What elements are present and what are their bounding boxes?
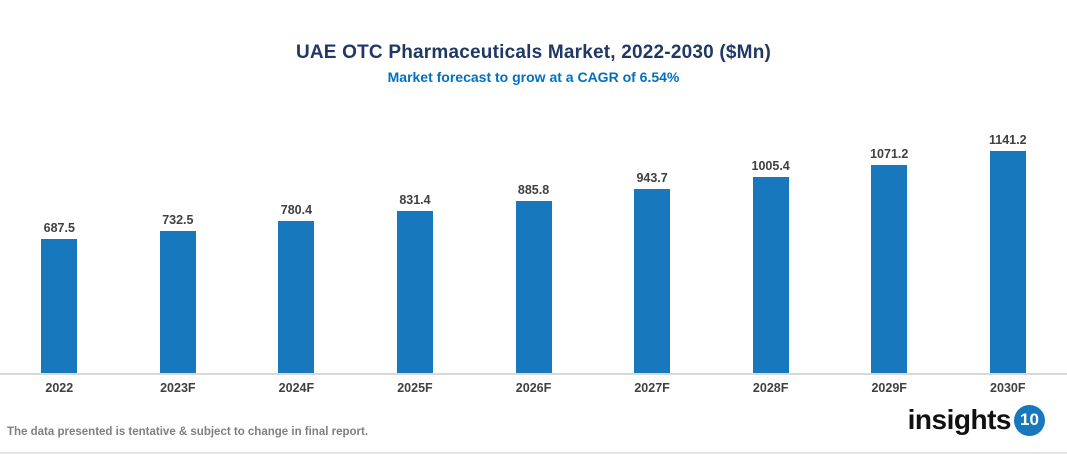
- chart-title: UAE OTC Pharmaceuticals Market, 2022-203…: [295, 42, 772, 63]
- bar-value-label: 1141.2: [989, 133, 1027, 147]
- bar-value-label: 943.7: [636, 171, 668, 185]
- x-axis-tick-label: 2026F: [515, 381, 552, 395]
- bar: [159, 231, 196, 373]
- bar: [989, 151, 1026, 373]
- bar-column: 1071.2: [830, 147, 949, 373]
- bar: [752, 177, 789, 373]
- bar-value-label: 732.5: [162, 213, 194, 227]
- bar: [396, 211, 433, 373]
- footer-disclaimer: The data presented is tentative & subjec…: [7, 426, 369, 438]
- logo-badge-10: 10: [1014, 404, 1045, 436]
- bar-column: 687.5: [0, 221, 119, 373]
- bar-column: 943.7: [593, 171, 712, 373]
- x-axis-tick-label: 2024F: [278, 381, 315, 395]
- bar-value-label: 885.8: [517, 183, 550, 197]
- bar-chart-plot-area: 687.5 732.5 780.4 831.4 885.8 943.7 1005.4 1071…: [0, 113, 1067, 373]
- x-axis-tick-label: 2028F: [752, 381, 789, 395]
- x-axis-tick-labels: 2022 2023F 2024F 2025F 2026F 2027F 2028F 2029F 2…: [0, 381, 1067, 395]
- bar-column: 831.4: [356, 193, 475, 373]
- x-axis-tick-label: 2023F: [160, 381, 196, 395]
- bar: [278, 221, 315, 373]
- bar: [871, 165, 908, 373]
- bar-value-label: 1071.2: [870, 147, 909, 161]
- x-axis-tick-label: 2027F: [634, 381, 670, 395]
- bar: [515, 201, 552, 373]
- logo-text: insights: [907, 404, 1012, 435]
- x-axis-tick-label: 2030F: [990, 381, 1026, 395]
- bar: [634, 189, 671, 373]
- bar-column: 780.4: [237, 203, 356, 373]
- bar-value-label: 1005.4: [751, 159, 790, 173]
- bar-value-label: 780.4: [280, 203, 313, 217]
- x-axis-tick-label: 2025F: [397, 381, 433, 395]
- bar-column: 732.5: [119, 213, 238, 373]
- chart-subtitle: Market forecast to grow at a CAGR of 6.5…: [387, 69, 680, 85]
- x-axis-tick-label: 2029F: [871, 381, 907, 395]
- x-axis-line: [0, 373, 1067, 375]
- bar-column: 1141.2: [949, 133, 1067, 373]
- bar-value-label: 831.4: [399, 193, 431, 207]
- bar: [41, 239, 78, 373]
- bar-value-label: 687.5: [43, 221, 75, 235]
- x-axis-tick-label: 2022: [45, 381, 74, 395]
- insights10-logo: insights 10: [908, 404, 1045, 436]
- bar-column: 885.8: [474, 183, 593, 373]
- bar-column: 1005.4: [711, 159, 830, 373]
